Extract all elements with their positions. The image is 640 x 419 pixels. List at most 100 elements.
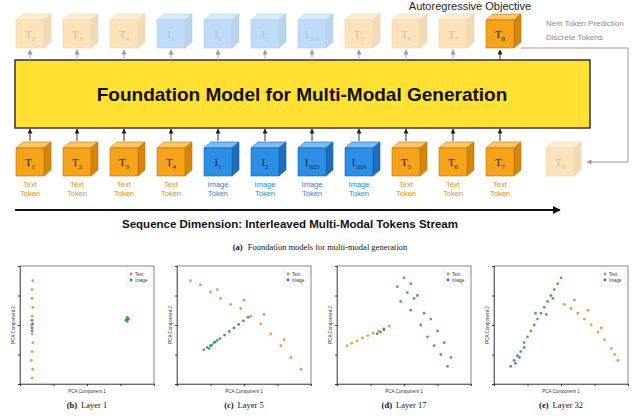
token-side — [185, 142, 192, 176]
tick — [335, 384, 337, 385]
token-front — [486, 148, 514, 176]
tick — [54, 384, 55, 386]
token-text: I3 — [261, 28, 269, 43]
token-front — [157, 20, 185, 48]
token-front — [439, 148, 467, 176]
point — [249, 315, 252, 318]
token: I1 — [204, 142, 239, 176]
token-index: 6 — [455, 163, 459, 171]
tick — [595, 384, 596, 386]
point — [300, 368, 303, 371]
point — [533, 324, 536, 327]
point — [388, 325, 391, 328]
tick — [87, 384, 88, 386]
point — [31, 330, 34, 333]
point — [350, 342, 353, 345]
token-text: T2 — [72, 156, 83, 171]
arrow — [265, 129, 266, 141]
tick — [18, 384, 20, 385]
tick — [528, 384, 529, 386]
tick-mark — [528, 384, 529, 386]
x-axis — [495, 384, 629, 386]
legend-label: Text — [609, 272, 618, 277]
legend-box — [444, 269, 468, 286]
point — [263, 313, 266, 316]
legend-marker — [130, 279, 133, 282]
token-side — [138, 142, 145, 176]
token-index: 1023 — [308, 164, 319, 170]
arrow — [500, 50, 501, 60]
scatter-panel: PCA Component 1PCA Component 2TextImage(… — [328, 266, 472, 410]
point — [31, 306, 34, 309]
caption-text: Layer 32 — [552, 400, 582, 410]
tick — [335, 355, 337, 356]
point — [610, 347, 613, 350]
point — [209, 291, 212, 294]
tick-mark — [335, 355, 337, 356]
objective-label: Autoregressive Objective — [409, 0, 531, 12]
token-index: 2 — [265, 163, 269, 171]
token-index: 7 — [455, 35, 459, 43]
point — [279, 344, 282, 347]
tick — [628, 384, 629, 386]
tick-mark — [492, 355, 494, 356]
arrow — [30, 129, 31, 141]
token: T4 — [110, 14, 145, 48]
tick — [492, 355, 494, 356]
point — [31, 327, 34, 330]
token-side — [420, 142, 427, 176]
point — [243, 299, 246, 302]
token-side — [44, 14, 51, 48]
point — [31, 315, 34, 318]
tick — [335, 296, 337, 297]
point — [379, 331, 382, 334]
scatter-panel: PCA Component 1PCA Component 2TextImage(… — [11, 266, 155, 410]
token-text: I1024 — [352, 156, 367, 170]
token-front — [486, 20, 514, 48]
point — [513, 359, 516, 362]
token-index: 3 — [265, 35, 269, 43]
point — [31, 322, 34, 325]
token-text: T5 — [401, 156, 412, 171]
point — [31, 279, 34, 282]
plot-frame — [20, 266, 154, 384]
token-label: TextToken — [443, 180, 463, 198]
tick — [492, 384, 494, 385]
token-text: I1024 — [305, 28, 320, 42]
point — [199, 283, 202, 286]
token-text: I1023 — [305, 156, 320, 170]
token-label: TextToken — [20, 180, 40, 198]
feedback-arrow — [521, 48, 628, 162]
axis-line — [178, 385, 312, 387]
tick-mark — [175, 266, 177, 267]
tick-mark — [175, 325, 177, 326]
token-side — [373, 14, 380, 48]
token-front — [298, 148, 326, 176]
token: T7 — [439, 14, 474, 48]
point — [212, 341, 215, 344]
point — [436, 330, 439, 333]
axis-line — [495, 385, 629, 387]
token-index: 2 — [218, 35, 222, 43]
arrow — [77, 50, 78, 60]
token-front — [204, 148, 232, 176]
tick-mark — [492, 325, 494, 326]
point — [433, 344, 436, 347]
caption-label: (e) — [539, 400, 549, 410]
tick-mark — [404, 384, 405, 386]
token-front — [63, 20, 91, 48]
token-text: T1 — [25, 156, 36, 171]
token: I2 — [251, 142, 286, 176]
token-side — [326, 14, 333, 48]
tick-mark — [492, 296, 494, 297]
token-front — [546, 148, 574, 176]
tick-mark — [335, 384, 337, 385]
legend-marker — [447, 279, 450, 282]
point — [31, 368, 34, 371]
token-front — [110, 20, 138, 48]
token-side — [514, 14, 521, 48]
arrow — [124, 129, 125, 141]
point — [366, 334, 369, 337]
token-index: 1 — [171, 35, 175, 43]
point — [356, 340, 359, 343]
